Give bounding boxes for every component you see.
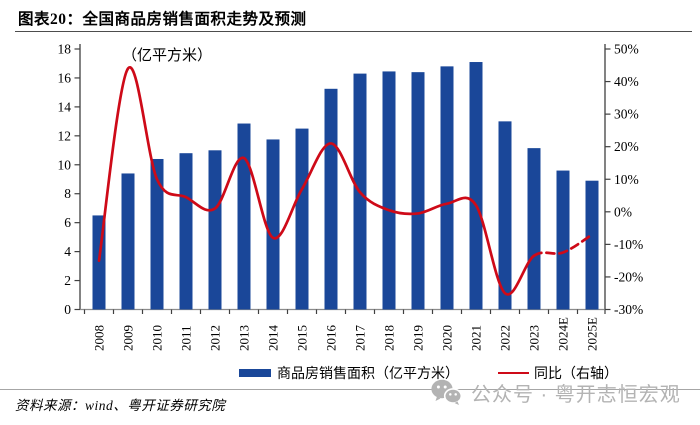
left-axis-tick-label: 8 xyxy=(64,186,71,201)
right-axis-tick-label: -10% xyxy=(614,237,643,252)
right-axis-tick-label: 0% xyxy=(614,204,632,219)
bar-2024E xyxy=(556,170,570,310)
footer-divider xyxy=(0,389,700,390)
bar-2021 xyxy=(469,62,483,310)
right-axis-tick-label: 40% xyxy=(614,74,639,89)
x-axis-label-2025E: 2025E xyxy=(585,317,600,351)
bar-2016 xyxy=(324,88,338,310)
left-axis-tick-label: 4 xyxy=(64,244,71,259)
left-axis-unit-label: （亿平方米） xyxy=(122,48,213,64)
wechat-watermark: 公众号 · 粤开志恒宏观 xyxy=(431,378,681,407)
yoy-line-solid xyxy=(97,66,536,296)
bar-2020 xyxy=(440,66,454,310)
yoy-line-forecast-dashed xyxy=(532,233,594,258)
x-axis-label-2014: 2014 xyxy=(266,325,281,352)
legend-item-yoy: 同比（右轴） xyxy=(498,365,618,382)
bar-2012 xyxy=(208,150,222,310)
x-axis-label-2013: 2013 xyxy=(237,325,252,351)
x-axis-label-2016: 2016 xyxy=(324,325,339,352)
left-axis-tick-label: 2 xyxy=(64,273,71,288)
left-axis-tick-label: 14 xyxy=(58,99,72,114)
bar-2014 xyxy=(266,139,280,310)
bar-2018 xyxy=(382,71,396,310)
watermark-text: 公众号 · 粤开志恒宏观 xyxy=(471,384,681,406)
left-axis-tick-label: 6 xyxy=(64,215,71,230)
wechat-icon xyxy=(431,379,462,405)
right-axis-tick-label: 30% xyxy=(614,107,639,122)
x-axis-label-2022: 2022 xyxy=(498,325,513,351)
bar-2013 xyxy=(237,123,251,310)
title-underline xyxy=(15,31,692,32)
x-axis-label-2018: 2018 xyxy=(382,325,397,351)
x-axis-label-2021: 2021 xyxy=(469,325,484,351)
right-axis-tick-label: 10% xyxy=(614,172,639,187)
x-axis-label-2023: 2023 xyxy=(527,325,542,351)
left-axis-tick-label: 16 xyxy=(58,70,72,85)
x-axis-label-2015: 2015 xyxy=(295,325,310,351)
bar-2022 xyxy=(498,121,512,310)
bar-2019 xyxy=(411,72,425,310)
bar-2015 xyxy=(295,128,309,310)
x-axis-label-2017: 2017 xyxy=(353,325,368,352)
left-axis-tick-label: 18 xyxy=(58,42,72,57)
left-axis-tick-label: 0 xyxy=(64,302,71,317)
line-series-label: 同比（右轴） xyxy=(534,367,618,382)
x-axis-label-2009: 2009 xyxy=(121,325,136,351)
bar-2023 xyxy=(527,148,541,310)
bar-series-label: 商品房销售面积（亿平方米） xyxy=(277,367,459,382)
figure-title: 图表20：全国商品房销售面积走势及预测 xyxy=(18,11,307,28)
left-axis-tick-label: 10 xyxy=(58,157,72,172)
source-note: 资料来源：wind、粤开证券研究院 xyxy=(15,398,226,413)
bar-2010 xyxy=(150,158,164,310)
x-axis-label-2011: 2011 xyxy=(179,325,194,351)
x-axis-label-2020: 2020 xyxy=(440,325,455,351)
right-axis-tick-label: 20% xyxy=(614,139,639,154)
x-axis-label-2008: 2008 xyxy=(92,325,107,351)
bar-2025E xyxy=(585,180,599,310)
bar-2011 xyxy=(179,153,193,310)
right-axis-tick-label: 50% xyxy=(614,42,639,57)
x-axis-label-2019: 2019 xyxy=(411,325,426,351)
left-axis-tick-label: 12 xyxy=(58,128,72,143)
legend-item-sales-area: 商品房销售面积（亿平方米） xyxy=(239,365,459,382)
x-axis-label-2024E: 2024E xyxy=(556,317,571,351)
bar-series-swatch xyxy=(239,369,271,377)
x-axis-label-2010: 2010 xyxy=(150,325,165,351)
line-series-swatch xyxy=(498,371,529,375)
x-axis-label-2012: 2012 xyxy=(208,325,223,351)
right-axis-tick-label: -20% xyxy=(614,269,643,284)
bar-2009 xyxy=(121,173,135,310)
right-axis-tick-label: -30% xyxy=(614,302,643,317)
